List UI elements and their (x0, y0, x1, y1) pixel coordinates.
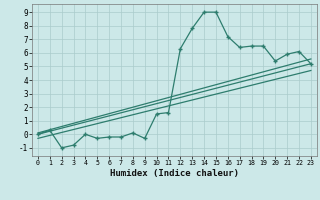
X-axis label: Humidex (Indice chaleur): Humidex (Indice chaleur) (110, 169, 239, 178)
